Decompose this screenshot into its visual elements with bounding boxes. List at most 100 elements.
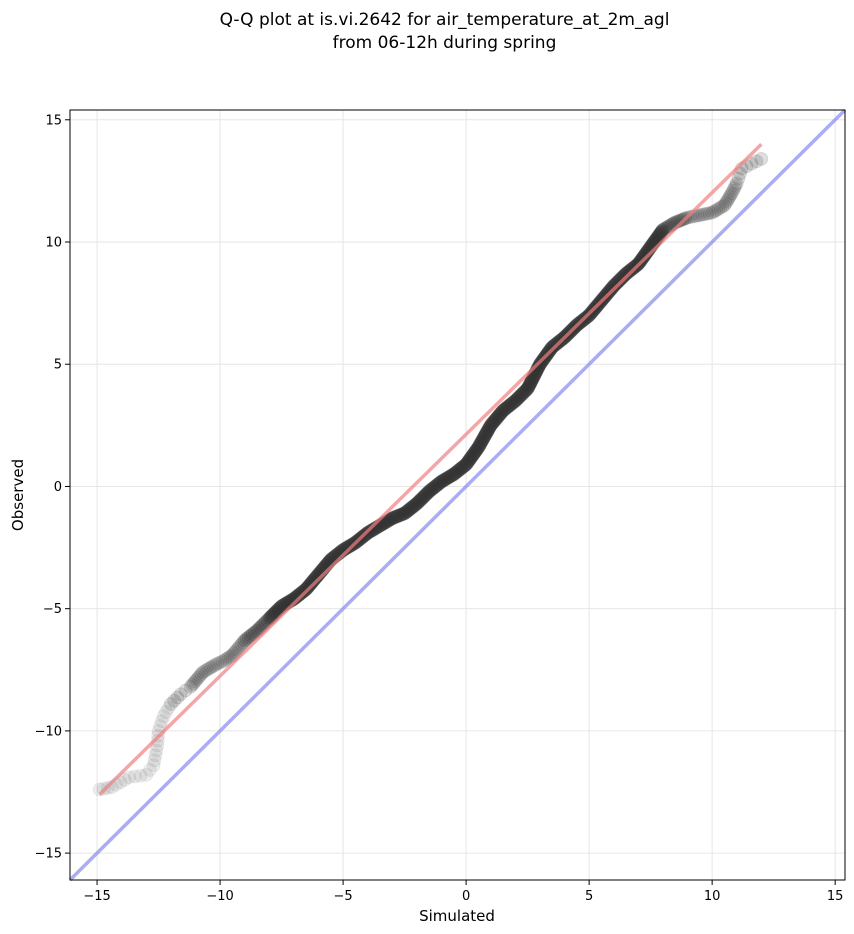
qq-point	[620, 266, 634, 280]
qq-point	[431, 476, 446, 491]
qq-point	[396, 506, 411, 521]
qq-point	[188, 674, 203, 689]
qq-point	[430, 477, 445, 492]
qq-point	[614, 271, 629, 286]
qq-point	[306, 573, 321, 588]
plot-frame	[69, 109, 846, 881]
qq-point	[637, 248, 652, 263]
qq-point	[290, 588, 305, 603]
qq-point	[215, 654, 230, 669]
qq-point	[268, 605, 283, 620]
qq-point	[466, 448, 480, 462]
qq-point	[380, 514, 395, 529]
qq-point	[473, 436, 488, 451]
qq-point	[204, 660, 218, 675]
qq-point	[478, 427, 493, 442]
qq-point	[709, 203, 724, 218]
qq-point	[426, 481, 440, 496]
qq-point	[291, 588, 306, 603]
qq-point	[482, 421, 496, 436]
qq-point	[362, 524, 377, 539]
qq-point	[443, 469, 458, 483]
qq-point	[186, 676, 201, 691]
qq-point	[255, 618, 270, 633]
qq-point	[275, 598, 290, 613]
qq-point	[607, 278, 622, 293]
qq-point	[606, 280, 620, 294]
qq-point	[466, 447, 481, 461]
qq-point	[428, 479, 443, 493]
qq-point	[150, 733, 165, 748]
identity-line	[68, 108, 847, 882]
qq-point	[384, 511, 399, 526]
qq-point	[386, 510, 401, 525]
qq-point	[392, 508, 406, 523]
qq-point	[405, 500, 420, 515]
qq-point	[397, 506, 412, 521]
qq-point	[213, 655, 227, 670]
qq-point	[721, 192, 736, 207]
qq-point	[635, 251, 650, 266]
qq-point	[248, 625, 262, 640]
qq-point	[198, 664, 212, 678]
qq-point	[402, 502, 417, 517]
qq-point	[239, 631, 254, 646]
qq-point	[473, 437, 488, 452]
qq-point	[161, 701, 176, 715]
qq-point	[603, 282, 618, 297]
qq-point	[492, 408, 507, 423]
qq-point	[432, 476, 447, 490]
qq-point	[342, 539, 357, 554]
y-tick-label: 0	[54, 480, 62, 495]
qq-point	[484, 417, 499, 432]
qq-point	[488, 412, 503, 427]
qq-point	[265, 608, 279, 623]
qq-point	[697, 207, 712, 222]
qq-point	[274, 599, 289, 614]
qq-point	[490, 410, 505, 424]
qq-point	[251, 622, 266, 636]
qq-point	[296, 584, 311, 599]
qq-point	[406, 499, 421, 514]
y-tick-label: 5	[54, 358, 62, 373]
qq-point	[461, 453, 476, 468]
qq-point	[301, 579, 316, 594]
qq-point	[545, 340, 560, 355]
qq-point	[413, 493, 428, 507]
qq-point	[532, 358, 547, 373]
qq-point	[731, 171, 746, 186]
x-tick-label: 15	[827, 889, 844, 904]
qq-point	[638, 247, 653, 262]
qq-point	[612, 273, 626, 288]
qq-point	[395, 507, 410, 522]
qq-point	[393, 508, 408, 523]
qq-point	[237, 633, 252, 648]
fit-line-layer	[98, 142, 763, 796]
qq-point	[441, 470, 456, 485]
qq-point	[707, 204, 722, 219]
qq-point	[521, 379, 536, 394]
qq-point	[498, 401, 513, 416]
qq-point	[427, 480, 441, 495]
qq-point	[416, 490, 430, 505]
qq-point	[470, 441, 485, 456]
qq-point	[695, 207, 710, 222]
qq-point	[389, 509, 404, 524]
qq-point	[465, 448, 480, 463]
qq-point	[683, 210, 697, 224]
qq-point	[139, 767, 154, 782]
qq-point	[468, 445, 482, 459]
qq-point	[720, 194, 734, 209]
qq-point	[210, 656, 225, 671]
qq-point	[655, 223, 670, 238]
qq-point	[608, 277, 623, 292]
qq-point	[505, 396, 520, 411]
qq-point	[219, 651, 234, 666]
qq-point	[227, 646, 241, 661]
qq-point	[410, 496, 424, 511]
qq-point	[493, 407, 507, 422]
qq-point	[407, 498, 421, 513]
qq-point	[302, 578, 317, 593]
qq-point	[200, 662, 214, 677]
qq-point	[486, 414, 501, 429]
